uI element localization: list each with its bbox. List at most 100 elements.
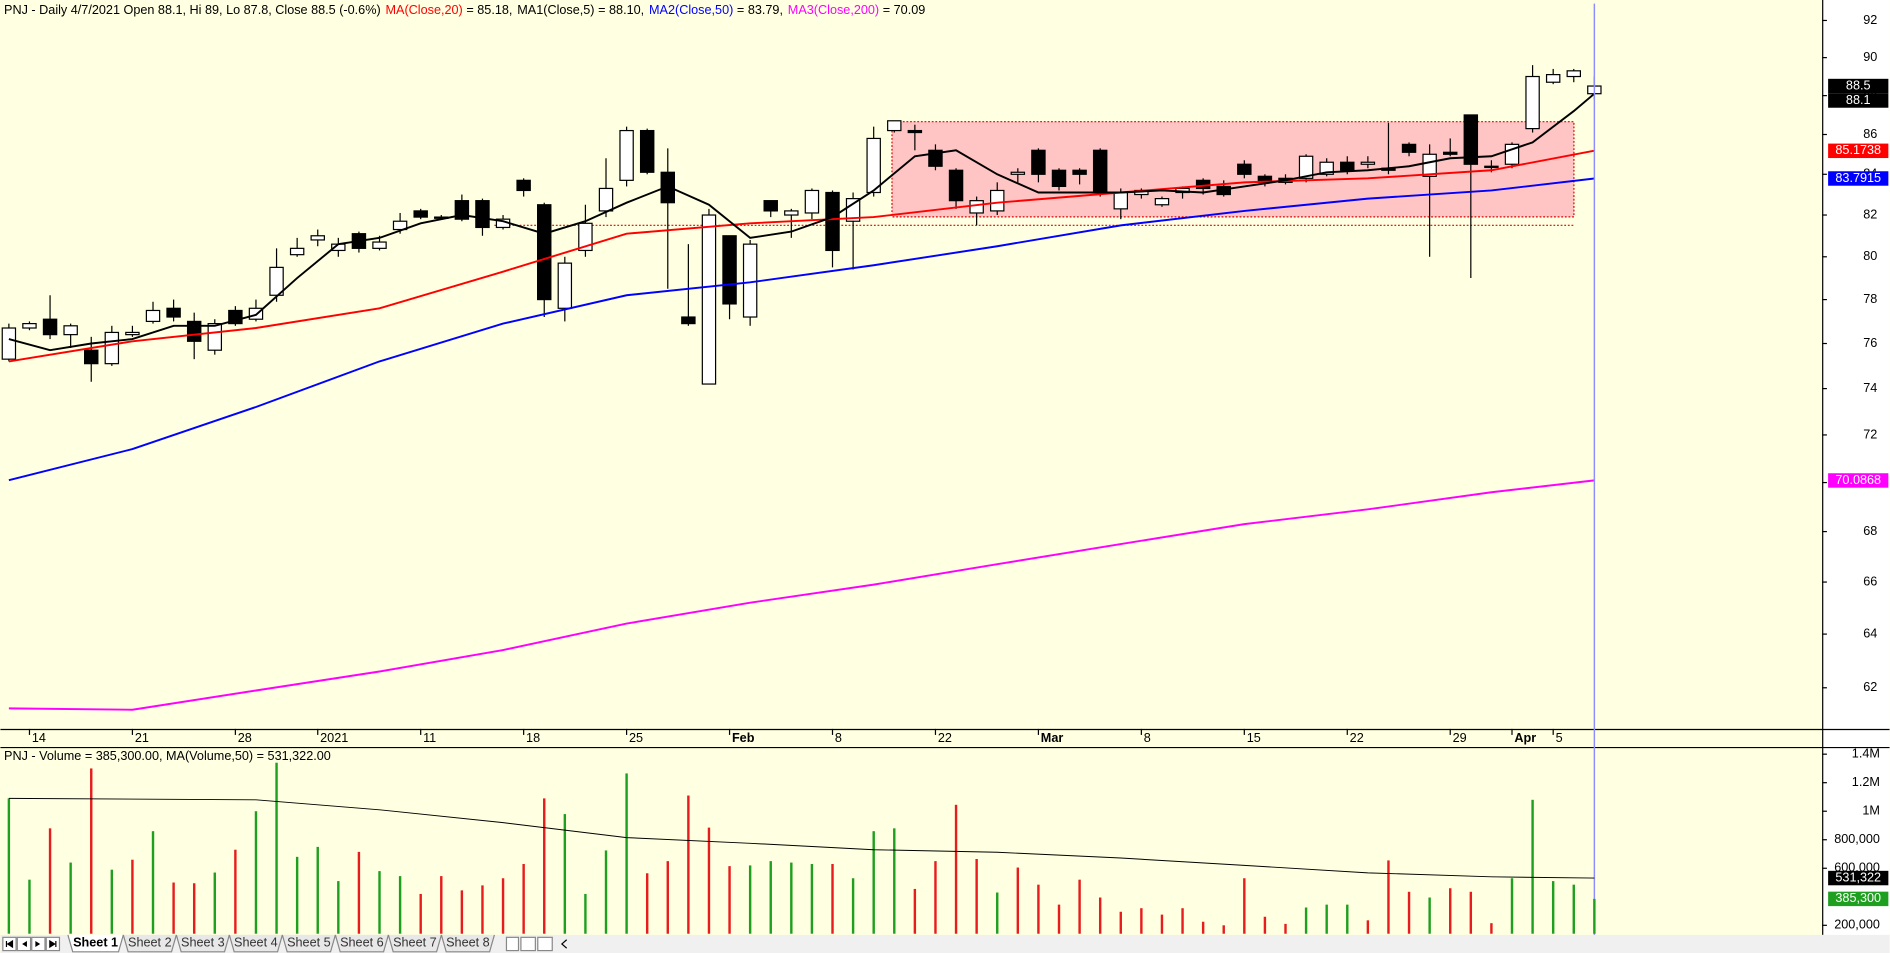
tab-label: Sheet 4 [234, 936, 278, 950]
volume-label-box [1828, 891, 1889, 907]
volume-bar [131, 859, 134, 934]
candle-body [763, 200, 778, 212]
candle-body [907, 129, 923, 134]
scroll-left[interactable] [560, 939, 568, 949]
sheet-tab[interactable]: Sheet 5 [281, 934, 336, 953]
candle-body [948, 169, 964, 202]
volume-bar [110, 869, 114, 934]
legend-value: = 88.10, [598, 3, 644, 17]
candle-body [372, 241, 387, 249]
sheet-tab[interactable]: Sheet 6 [334, 934, 389, 953]
ma-line [8, 92, 1595, 352]
sheet-tab[interactable]: Sheet 3 [175, 934, 230, 953]
volume-bar [1325, 904, 1328, 934]
candle-body [1237, 163, 1252, 175]
y-tick-label: 62 [1863, 680, 1877, 694]
volume-bar [440, 876, 443, 934]
candle-body [660, 171, 676, 204]
volume-bar [1449, 888, 1452, 934]
volume-bar [975, 858, 978, 934]
x-tick-label: 29 [1453, 731, 1467, 745]
volume-bar [543, 798, 546, 934]
x-tick-label: 8 [835, 731, 842, 745]
volume-bar [316, 846, 319, 934]
x-tick-label: 2021 [320, 731, 348, 745]
candle-body [1031, 149, 1046, 175]
y-tick-label: 86 [1863, 127, 1877, 141]
candle-body [104, 331, 120, 365]
volume-bar [1407, 891, 1411, 934]
candle-body [84, 349, 99, 365]
ma-line [8, 177, 1595, 482]
candle-body [1566, 70, 1582, 78]
sheet-navigation [2, 936, 568, 952]
candle-body [42, 318, 58, 336]
volume-bar [1263, 916, 1267, 934]
legend-name: MA3(Close,200) [788, 3, 879, 17]
y-tick-label: 76 [1863, 336, 1877, 350]
volume-bar [295, 856, 299, 934]
volume-bar [254, 811, 258, 934]
volume-bar [1366, 920, 1370, 934]
y-tick-label: 64 [1863, 626, 1877, 640]
y-tick-label: 66 [1863, 574, 1877, 588]
candle-body [516, 179, 531, 192]
price-label-box [1828, 93, 1889, 108]
tab-label: Sheet 2 [128, 936, 172, 950]
candle-body [866, 137, 881, 194]
price-label-box [1828, 473, 1889, 488]
tab-label: Sheet 7 [393, 936, 437, 950]
volume-bar [1181, 908, 1184, 934]
volume-bar [584, 893, 587, 934]
candle-body [186, 320, 202, 342]
y-tick-label: 68 [1863, 524, 1877, 538]
volume-bar [748, 865, 752, 934]
sheet-tab[interactable]: Sheet 4 [228, 934, 283, 953]
volume-bar [481, 885, 484, 934]
volume-bar [501, 878, 505, 934]
volume-bar [954, 804, 958, 934]
x-tick-label: 18 [526, 731, 540, 745]
candle-body [1360, 161, 1376, 165]
link-button[interactable] [537, 936, 553, 952]
candle-body [454, 200, 470, 220]
tab-label: Sheet 6 [340, 936, 384, 950]
volume-label: 531,322 [1835, 870, 1881, 884]
sheet-tab[interactable]: Sheet 1 [67, 934, 124, 953]
candle-body [1484, 165, 1499, 169]
y-tick-label: 80 [1863, 249, 1877, 263]
volume-bar [1551, 881, 1555, 934]
sync-button[interactable] [520, 936, 536, 952]
tab-shape [175, 934, 230, 953]
volume-bar [69, 862, 72, 934]
candle-body [784, 210, 799, 216]
ma-line [8, 479, 1595, 711]
lock-button[interactable] [505, 936, 520, 952]
y-tick-label: 200,000 [1834, 918, 1880, 932]
volume-bar [1572, 884, 1575, 934]
candle-body [1072, 169, 1087, 175]
x-tick-label: 21 [135, 731, 149, 745]
candle-body [578, 222, 593, 252]
x-tick-label: 15 [1247, 731, 1261, 745]
candle-body [1, 327, 17, 360]
prev-icon [22, 940, 27, 947]
volume-bar [90, 768, 93, 934]
candle-body [310, 235, 325, 241]
candle-body [1504, 143, 1520, 165]
x-tick-label: 25 [629, 731, 643, 745]
sheet-tab[interactable]: Sheet 2 [122, 934, 177, 953]
candle-body [701, 214, 717, 385]
candle-body [825, 191, 840, 252]
last-icon [49, 939, 57, 949]
candle-body [1401, 143, 1417, 153]
volume-bar [1016, 867, 1020, 934]
sheet-tab[interactable]: Sheet 7 [387, 934, 442, 953]
volume-bar [1222, 925, 1225, 934]
sheet-tab[interactable]: Sheet 8 [440, 934, 495, 953]
volume-bar [728, 866, 731, 934]
candle-body [537, 204, 552, 301]
legend-name: MA2(Close,50) [649, 3, 733, 17]
